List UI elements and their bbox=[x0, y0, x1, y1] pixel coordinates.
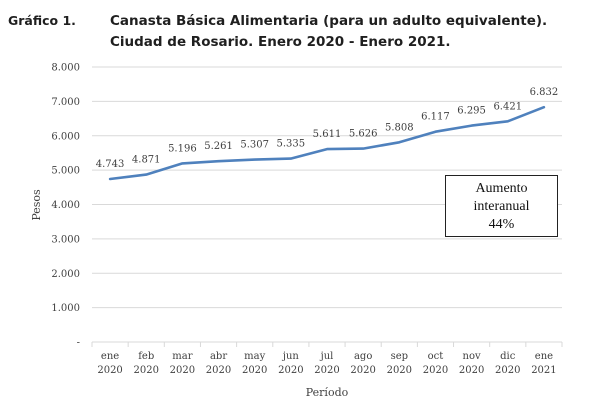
figure-label: Gráfico 1. bbox=[8, 13, 76, 28]
x-tick-label-year: 2020 bbox=[459, 365, 484, 376]
y-tick-label: 5.000 bbox=[51, 166, 80, 177]
x-tick-label-year: 2020 bbox=[170, 365, 195, 376]
data-label: 6.421 bbox=[493, 101, 522, 112]
y-tick-label: 1.000 bbox=[51, 303, 80, 314]
x-tick-label-month: abr bbox=[210, 351, 227, 362]
x-tick-label-month: dic bbox=[500, 351, 516, 362]
x-tick-label-month: jul bbox=[320, 351, 334, 362]
data-label: 6.295 bbox=[457, 106, 486, 117]
x-tick-label-year: 2020 bbox=[423, 365, 448, 376]
x-tick-label-month: ago bbox=[354, 351, 372, 362]
chart-title: Canasta Básica Alimentaria (para un adul… bbox=[110, 13, 548, 50]
x-tick-label-year: 2020 bbox=[278, 365, 303, 376]
note-line-2: interanual bbox=[473, 199, 530, 214]
y-tick-label: 6.000 bbox=[51, 131, 80, 142]
y-tick-label: 8.000 bbox=[51, 63, 80, 74]
x-tick-label-month: jun bbox=[282, 351, 300, 362]
data-label: 5.196 bbox=[168, 143, 197, 154]
data-label: 6.832 bbox=[530, 87, 559, 98]
x-tick-label-month: nov bbox=[463, 351, 481, 362]
y-tick-label: 2.000 bbox=[51, 269, 80, 280]
data-label: 5.808 bbox=[385, 122, 414, 133]
x-tick-label-month: sep bbox=[391, 351, 408, 362]
series-line-group bbox=[108, 105, 546, 181]
annual-increase-note: Aumento interanual 44% bbox=[445, 175, 558, 237]
y-tick-label: - bbox=[77, 338, 80, 349]
x-tick-label-year: 2020 bbox=[387, 365, 412, 376]
x-tick-label-year: 2020 bbox=[495, 365, 520, 376]
x-tick-labels: ene 2020 feb 2020 mar 2020 abr 2020 may 2020 jun 20… bbox=[97, 351, 556, 376]
note-line-3: 44% bbox=[488, 217, 515, 232]
x-tick-label-year: 2020 bbox=[206, 365, 231, 376]
x-tick-label-month: ene bbox=[535, 351, 553, 362]
x-tick-label-year: 2020 bbox=[314, 365, 339, 376]
data-label: 5.626 bbox=[349, 129, 378, 140]
x-tick-label-month: feb bbox=[138, 351, 154, 362]
x-tick-label-year: 2020 bbox=[97, 365, 122, 376]
x-tick-label-year: 2021 bbox=[531, 365, 556, 376]
x-tick-label-month: oct bbox=[428, 351, 444, 362]
y-axis-title: Pesos bbox=[30, 189, 43, 221]
x-tick-label-month: may bbox=[244, 351, 265, 362]
x-tick-label-month: mar bbox=[172, 351, 192, 362]
x-axis-title: Período bbox=[306, 386, 349, 399]
data-label: 6.117 bbox=[421, 112, 450, 123]
note-line-1: Aumento bbox=[475, 181, 528, 196]
y-tick-label: 3.000 bbox=[51, 234, 80, 245]
y-tick-label: 4.000 bbox=[51, 200, 80, 211]
data-label: 4.743 bbox=[96, 159, 125, 170]
x-tick-label-year: 2020 bbox=[242, 365, 267, 376]
series-line bbox=[108, 105, 546, 181]
data-label: 5.307 bbox=[240, 140, 269, 151]
data-label: 4.871 bbox=[132, 155, 161, 166]
y-tick-label: 7.000 bbox=[51, 97, 80, 108]
gridlines bbox=[91, 66, 563, 347]
y-tick-labels: - 1.000 2.000 3.000 4.000 5.000 6.000 7.000 8.00… bbox=[51, 63, 80, 349]
x-tick-label-year: 2020 bbox=[134, 365, 159, 376]
data-label: 5.335 bbox=[277, 139, 306, 150]
x-tick-label-year: 2020 bbox=[350, 365, 375, 376]
data-labels: 4.743 4.871 5.196 5.261 5.307 5.335 5.611 5.626… bbox=[96, 87, 558, 170]
data-label: 5.611 bbox=[313, 129, 342, 140]
data-label: 5.261 bbox=[204, 141, 233, 152]
x-tick-label-month: ene bbox=[101, 351, 119, 362]
